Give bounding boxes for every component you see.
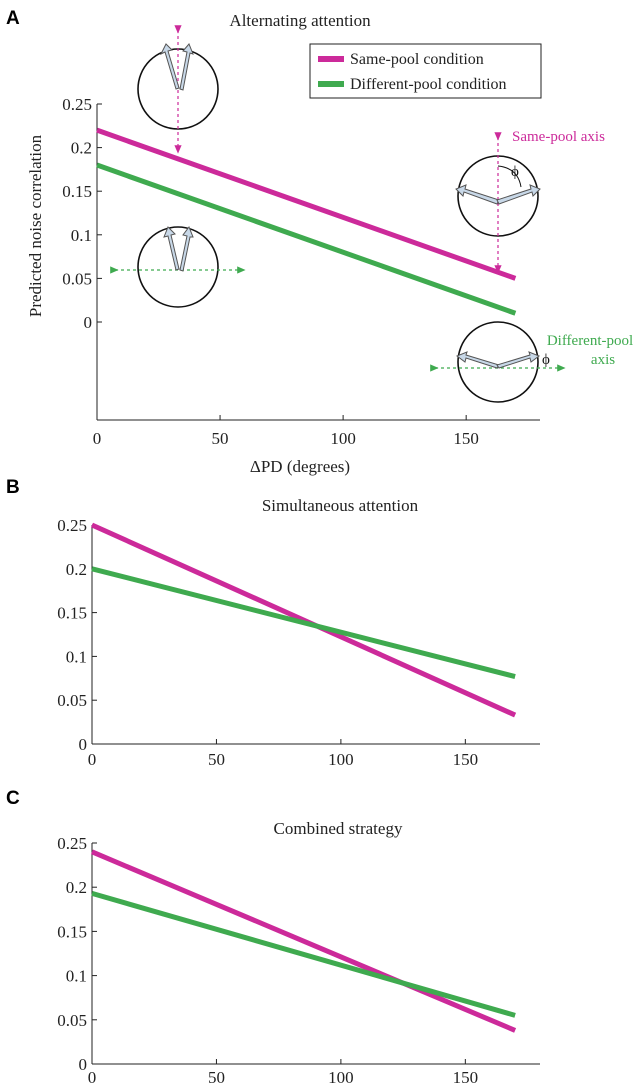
- panel-a-series-same-line: [96, 127, 517, 281]
- legend-box: [309, 43, 542, 99]
- panel-c-y-tick-label: 0.25: [57, 834, 87, 853]
- same-pool-wide-angle-icon: ϕ: [455, 132, 541, 274]
- panel-a-title: Alternating attention: [229, 11, 371, 30]
- panel-a-x-tick-label: 50: [212, 429, 229, 448]
- panel-letter-c: C: [6, 788, 20, 809]
- panel-c-title: Combined strategy: [274, 819, 403, 838]
- panel-b-series-same-line: [90, 522, 517, 718]
- different-pool-axis-label-line2: axis: [591, 352, 615, 368]
- panel-a-y-tick-label: 0.2: [71, 139, 92, 158]
- panel-a-x-tick-label: 150: [453, 429, 479, 448]
- legend-swatch-same: [318, 56, 344, 62]
- legend-label-diff: Different-pool condition: [350, 76, 507, 93]
- panel-c-series-diff-line: [91, 890, 516, 1018]
- panel-a-y-tick-label: 0.1: [71, 226, 92, 245]
- panel-b-y-tick-label: 0.2: [66, 560, 87, 579]
- panel-c-x-tick-label: 150: [453, 1068, 479, 1083]
- panel-c-x-tick-label: 100: [328, 1068, 354, 1083]
- panel-b-x-tick-label: 50: [208, 750, 225, 769]
- panel-b-x-tick-label: 100: [328, 750, 354, 769]
- panel-b-x-tick-label: 0: [88, 750, 97, 769]
- panel-c-y-tick-label: 0.15: [57, 922, 87, 941]
- panel-a-x-tick-label: 100: [330, 429, 356, 448]
- different-pool-wide-angle-icon: ϕ: [430, 321, 566, 403]
- panel-c-y-tick-label: 0.05: [57, 1011, 87, 1030]
- panel-c-y-tick-label: 0: [79, 1055, 88, 1074]
- panel-c-y-tick-label: 0.2: [66, 878, 87, 897]
- panel-a-y-tick-label: 0: [84, 313, 93, 332]
- phi-label-diff: ϕ: [542, 352, 550, 368]
- phi-label-same: ϕ: [511, 164, 519, 180]
- panel-b-series-diff-line: [91, 566, 516, 679]
- panel-a-series-diff-line: [96, 162, 517, 316]
- panel-b-title: Simultaneous attention: [262, 496, 419, 515]
- same-pool-axis-label: Same-pool axis: [512, 129, 605, 145]
- legend: Same-pool condition Different-pool condi…: [309, 43, 542, 99]
- panel-b-x-tick-label: 150: [453, 750, 479, 769]
- legend-swatch-diff: [318, 81, 344, 87]
- panel-a-x-tick-label: 0: [93, 429, 102, 448]
- same-pool-small-angle-icon: [137, 25, 219, 154]
- panel-c-series-same-line: [91, 849, 517, 1033]
- panel-letter-a: A: [6, 8, 20, 29]
- panel-a-y-tick-label: 0.05: [62, 269, 92, 288]
- panel-c-x-tick-label: 0: [88, 1068, 97, 1083]
- panel-c-x-tick-label: 50: [208, 1068, 225, 1083]
- panel-b-y-tick-label: 0.1: [66, 647, 87, 666]
- panel-b-y-tick-label: 0: [79, 735, 88, 754]
- y-axis-label: Predicted noise correlation: [26, 134, 45, 317]
- panel-letter-b: B: [6, 477, 20, 498]
- panel-b-y-tick-label: 0.15: [57, 604, 87, 623]
- panel-b-y-tick-label: 0.05: [57, 691, 87, 710]
- panel-b-y-tick-label: 0.25: [57, 516, 87, 535]
- legend-label-same: Same-pool condition: [350, 51, 484, 68]
- x-axis-label: ΔPD (degrees): [250, 457, 350, 476]
- different-pool-small-angle-icon: [110, 225, 246, 308]
- different-pool-axis-label-line1: Different-pool: [547, 333, 633, 349]
- panel-c-y-tick-label: 0.1: [66, 967, 87, 986]
- panel-a-y-tick-label: 0.15: [62, 182, 92, 201]
- panel-a-y-tick-label: 0.25: [62, 95, 92, 114]
